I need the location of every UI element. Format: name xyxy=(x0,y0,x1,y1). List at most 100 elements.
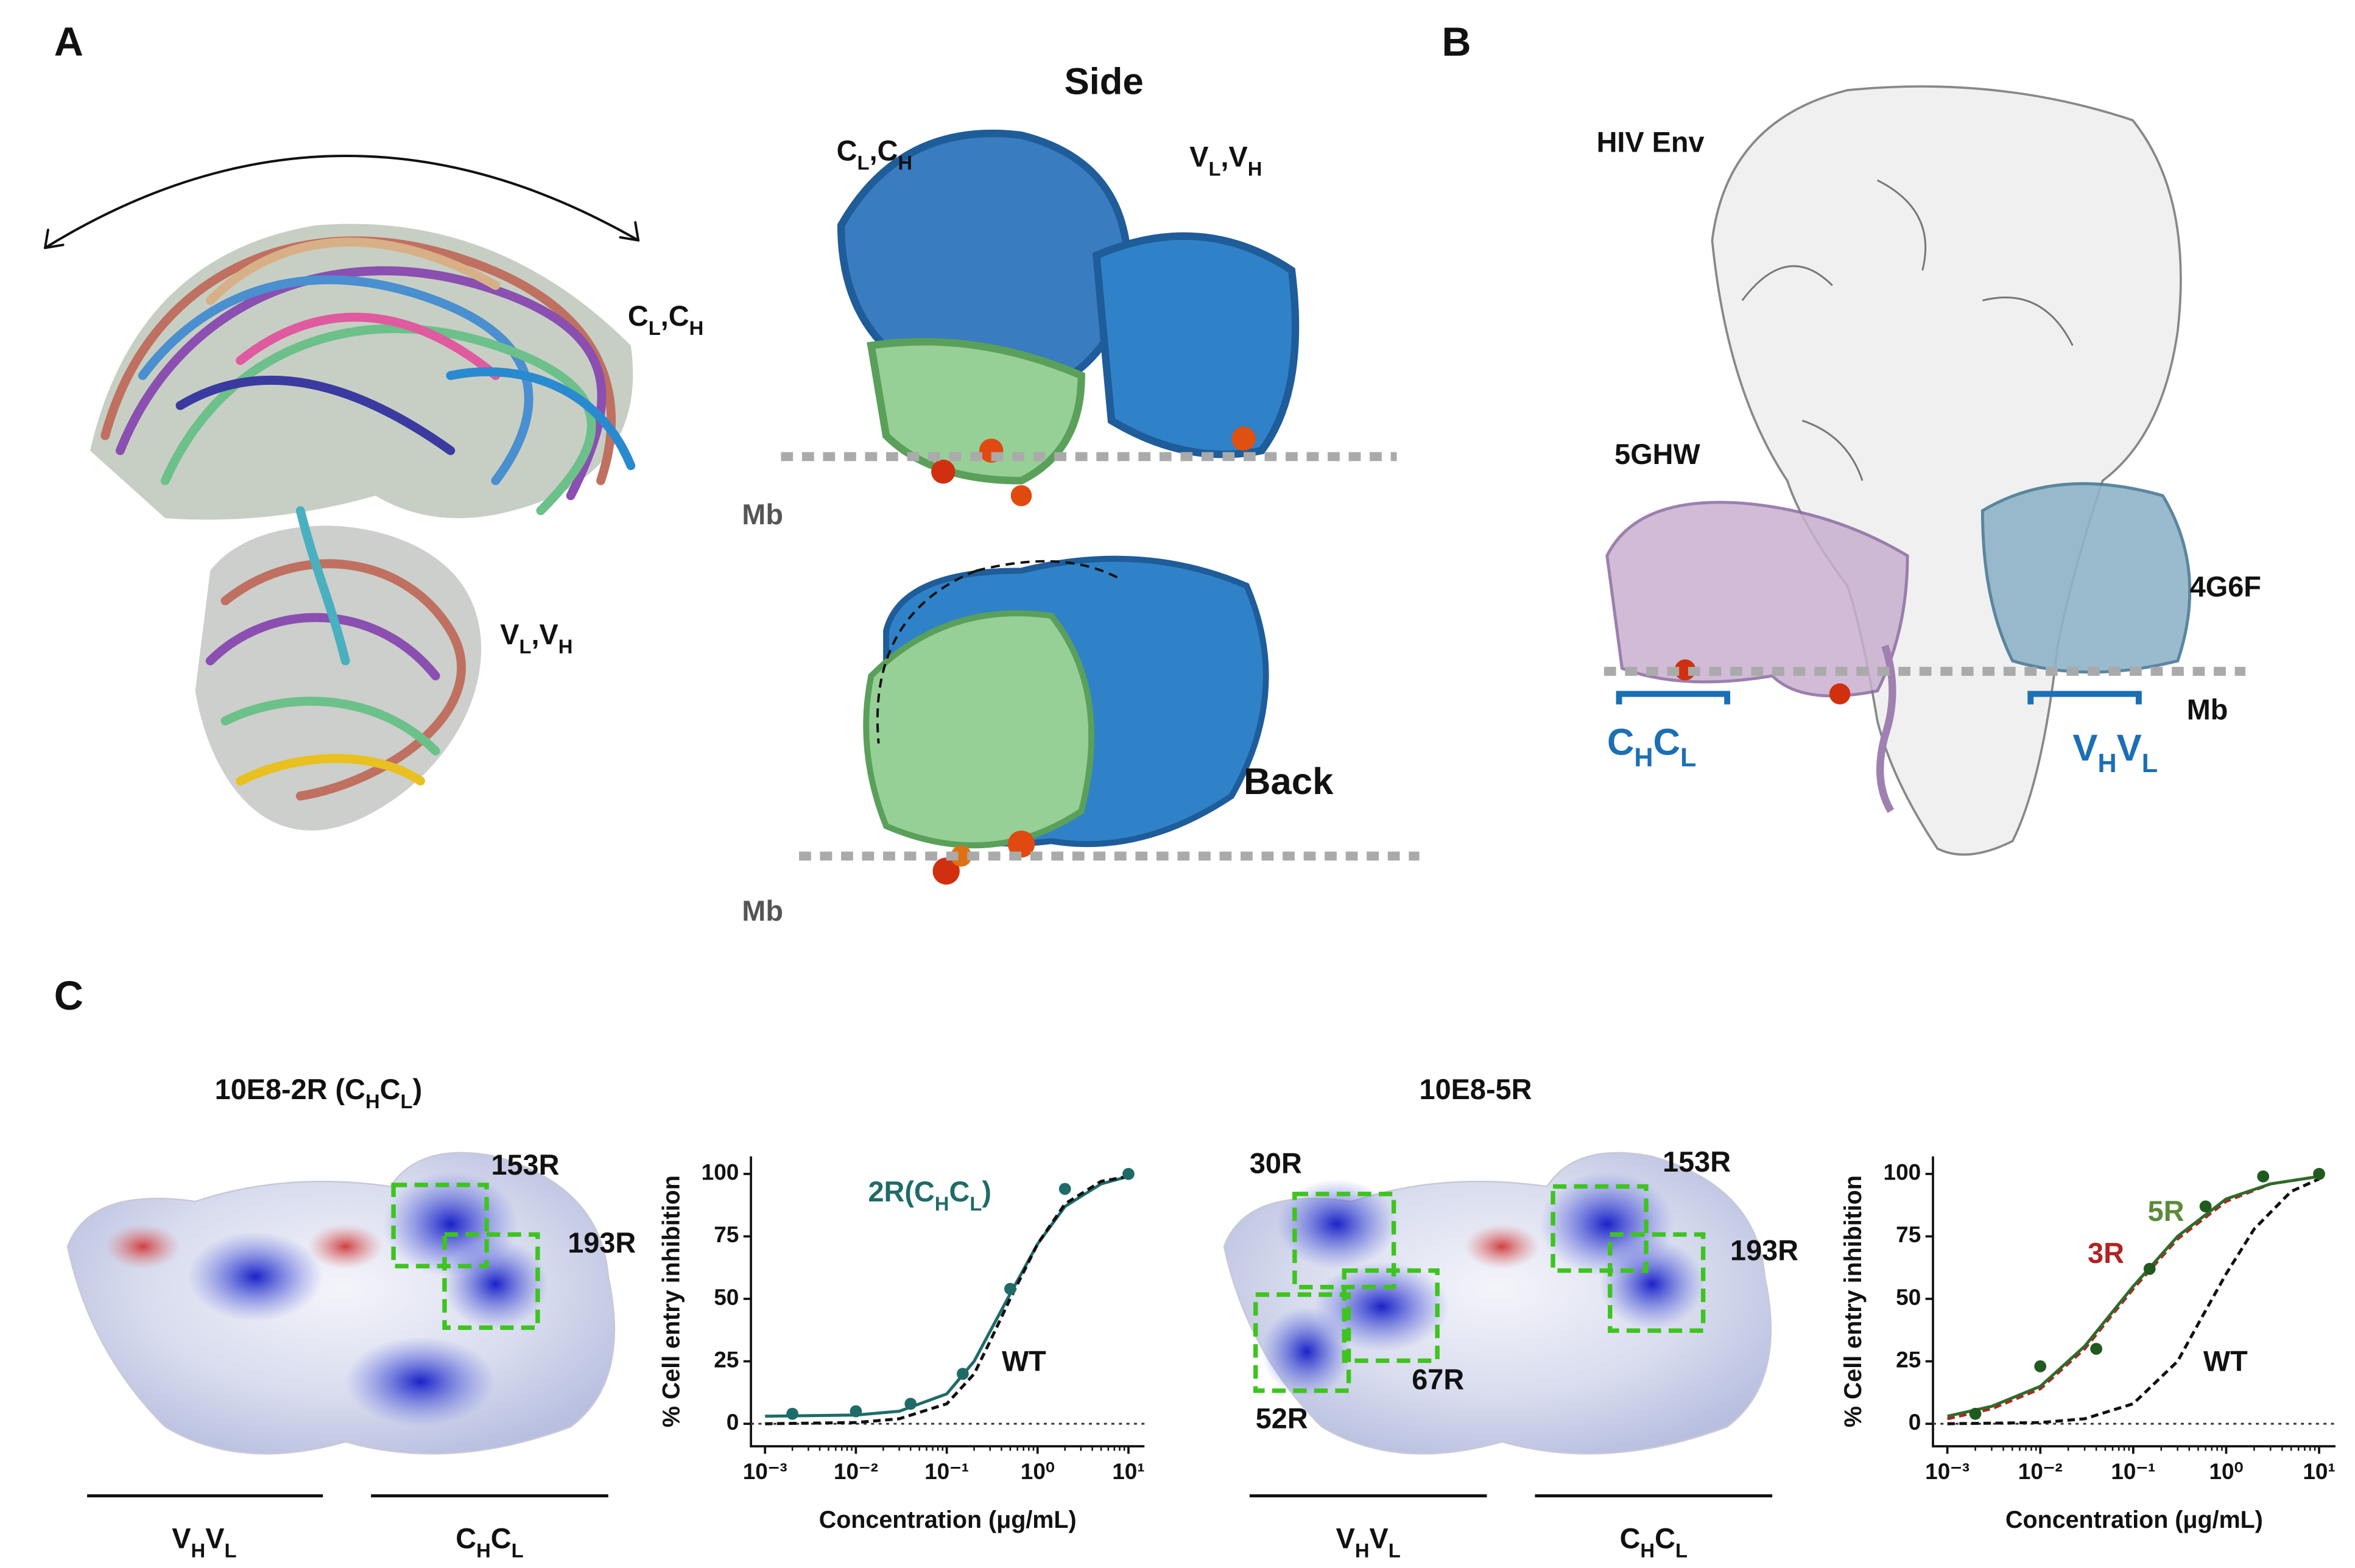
text-run: V xyxy=(500,619,519,650)
data-point xyxy=(2090,1343,2102,1355)
surface-left xyxy=(66,1151,616,1455)
y-tick-label: 50 xyxy=(1896,1285,1921,1310)
y-tick-label: 75 xyxy=(1896,1222,1921,1247)
domain-label: VL,VH xyxy=(1189,141,1262,180)
x-axis-title: Concentration (μg/mL) xyxy=(819,1506,1077,1533)
fit-curve xyxy=(1947,1177,2320,1426)
text-run: C xyxy=(1620,1523,1641,1555)
x-tick-label: 10⁰ xyxy=(2209,1459,2243,1484)
curve-label: 5R xyxy=(2148,1195,2184,1227)
subscript: L xyxy=(649,317,661,339)
density-label: HIV Env xyxy=(1597,126,1705,158)
text-run: C xyxy=(837,135,857,167)
subscript: H xyxy=(191,1539,206,1562)
back-ribbon xyxy=(863,555,1269,885)
membrane-label: Mb xyxy=(2187,694,2228,725)
x-tick-label: 10⁻¹ xyxy=(2111,1459,2155,1484)
text-run: V xyxy=(1336,1523,1355,1555)
view-title: Back xyxy=(1244,761,1334,803)
em-density xyxy=(1605,85,2192,856)
domain-label: VL,VH xyxy=(500,619,572,658)
subscript: L xyxy=(1208,158,1220,180)
y-tick-label: 50 xyxy=(714,1285,739,1310)
subscript: H xyxy=(898,152,912,174)
data-point xyxy=(2034,1360,2047,1373)
text-run: 2R(C xyxy=(868,1176,934,1208)
panel-label: B xyxy=(1442,20,1471,65)
subscript: H xyxy=(1355,1539,1370,1562)
x-tick-label: 10⁻² xyxy=(2018,1459,2063,1484)
text-run: C xyxy=(1607,722,1635,764)
view-title: Side xyxy=(1065,61,1144,103)
subscript: H xyxy=(476,1539,491,1562)
text-run: WT xyxy=(2203,1346,2248,1377)
domain-label: VHVL xyxy=(1336,1523,1401,1562)
structure-label: 5GHW xyxy=(1614,438,1700,470)
axis xyxy=(1932,1156,2336,1447)
bracket xyxy=(2027,691,2142,705)
membrane-label: Mb xyxy=(742,499,783,530)
fit-curve xyxy=(1947,1175,2320,1421)
domain-label: CHCL xyxy=(1620,1523,1688,1562)
site-label: 153R xyxy=(1663,1146,1731,1178)
x-tick-label: 10¹ xyxy=(1112,1459,1144,1484)
text-run: C xyxy=(628,300,649,332)
domain-label: CL,CH xyxy=(628,300,703,339)
text-run: ,V xyxy=(532,619,558,650)
y-tick-label: 0 xyxy=(1909,1410,1921,1435)
data-point xyxy=(956,1368,969,1380)
text-run: V xyxy=(1370,1523,1389,1555)
subscript: L xyxy=(224,1539,236,1562)
x-tick-label: 10⁻² xyxy=(834,1459,878,1484)
variant-title: 10E8-2R (CHCL) xyxy=(215,1074,423,1113)
x-tick-label: 10⁻¹ xyxy=(924,1459,969,1484)
fit-curve xyxy=(765,1175,1129,1418)
subscript: L xyxy=(519,635,531,658)
text-run: WT xyxy=(1002,1346,1046,1377)
x-axis-title: Concentration (μg/mL) xyxy=(2005,1506,2263,1533)
data-point xyxy=(850,1405,862,1418)
y-tick-label: 25 xyxy=(1896,1347,1921,1372)
membrane-label: Mb xyxy=(742,895,783,927)
data-point xyxy=(904,1397,917,1410)
text-run: C xyxy=(1653,722,1681,764)
data-point xyxy=(2257,1170,2270,1183)
domain-label: VHVL xyxy=(172,1523,236,1562)
text-run: ,V xyxy=(1221,141,1248,173)
text-run: 10E8-5R xyxy=(1420,1074,1532,1105)
axis xyxy=(750,1156,1145,1447)
y-tick-label: 25 xyxy=(714,1347,739,1372)
fit-curve xyxy=(1947,1175,2320,1418)
y-tick-label: 75 xyxy=(714,1222,739,1247)
subscript: H xyxy=(1640,1539,1655,1562)
subscript: H xyxy=(1248,158,1262,180)
subscript: L xyxy=(2142,750,2158,779)
y-tick-label: 0 xyxy=(727,1410,739,1435)
text-run: 5R xyxy=(2148,1195,2184,1227)
data-point xyxy=(1969,1407,1982,1420)
curve-label: WT xyxy=(1002,1346,1046,1377)
variant-title: 10E8-5R xyxy=(1420,1074,1532,1105)
curve-label: 2R(CHCL) xyxy=(868,1176,991,1215)
site-label: 30R xyxy=(1250,1147,1302,1179)
side-ribbon xyxy=(837,129,1300,507)
subscript: H xyxy=(365,1090,380,1113)
x-tick-label: 10¹ xyxy=(2303,1459,2335,1484)
data-point xyxy=(1122,1167,1135,1180)
site-label: 52R xyxy=(1256,1403,1308,1435)
data-point xyxy=(1004,1282,1016,1295)
domain-label: CL,CH xyxy=(837,135,912,174)
x-tick-label: 10⁻³ xyxy=(743,1459,787,1484)
text-run: C xyxy=(1655,1523,1675,1555)
y-axis-title: % Cell entry inhibition xyxy=(658,1175,685,1427)
text-run: V xyxy=(1189,141,1208,173)
text-run: C xyxy=(949,1176,970,1208)
subscript: L xyxy=(857,152,870,174)
bracket xyxy=(1616,691,1731,705)
subscript: H xyxy=(689,317,704,339)
text-run: V xyxy=(205,1523,224,1555)
data-point xyxy=(2313,1167,2325,1180)
subscript: H xyxy=(2097,750,2116,779)
y-tick-label: 100 xyxy=(1884,1160,1921,1185)
